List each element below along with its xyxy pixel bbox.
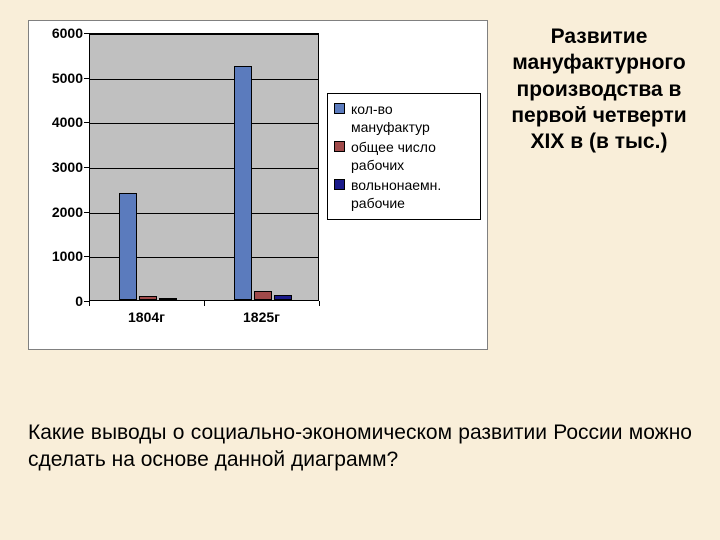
y-tick-label: 2000 <box>52 204 83 220</box>
y-axis: 0100020003000400050006000 <box>29 33 89 301</box>
y-tick-mark <box>84 122 89 123</box>
x-tick-label: 1804г <box>128 309 165 325</box>
bar <box>159 298 177 300</box>
y-tick-label: 0 <box>75 293 83 309</box>
x-tick-mark <box>319 301 320 306</box>
legend-label: кол-во мануфактур <box>351 101 474 136</box>
legend-label: вольнонаемн. рабочие <box>351 177 474 212</box>
bar <box>234 66 252 301</box>
top-row: 0 1000 2000 3000 4000 5000 6000 1804г 1825г кол… <box>28 20 692 350</box>
y-tick-label: 4000 <box>52 114 83 130</box>
bar <box>254 291 272 300</box>
question-text: Какие выводы о социально-экономическом р… <box>28 420 692 474</box>
gridline <box>90 34 318 35</box>
x-tick-label: 1825г <box>243 309 280 325</box>
legend-swatch <box>334 103 345 114</box>
x-tick-mark <box>204 301 205 306</box>
y-tick-mark <box>84 78 89 79</box>
legend-item: кол-во мануфактур <box>334 101 474 136</box>
bar <box>139 296 157 300</box>
y-tick-mark <box>84 33 89 34</box>
legend-swatch <box>334 141 345 152</box>
y-tick-label: 5000 <box>52 70 83 86</box>
y-tick-label: 1000 <box>52 248 83 264</box>
gridline <box>90 168 318 169</box>
gridline <box>90 79 318 80</box>
chart-title: Развитие мануфактурного производства в п… <box>506 20 692 155</box>
y-tick-label: 3000 <box>52 159 83 175</box>
bar <box>274 295 292 300</box>
slide: 0 1000 2000 3000 4000 5000 6000 1804г 1825г кол… <box>0 0 720 540</box>
y-tick-mark <box>84 212 89 213</box>
legend: кол-во мануфактуробщее число рабочихволь… <box>327 93 481 220</box>
legend-item: вольнонаемн. рабочие <box>334 177 474 212</box>
y-tick-label: 6000 <box>52 25 83 41</box>
legend-item: общее число рабочих <box>334 139 474 174</box>
y-tick-mark <box>84 256 89 257</box>
legend-label: общее число рабочих <box>351 139 474 174</box>
y-tick-mark <box>84 167 89 168</box>
x-axis: 1804г 1825г <box>89 307 319 331</box>
chart-area: 0 1000 2000 3000 4000 5000 6000 1804г 1825г кол… <box>28 20 488 350</box>
legend-swatch <box>334 179 345 190</box>
bar <box>119 193 137 300</box>
x-tick-mark <box>89 301 90 306</box>
plot-region <box>89 33 319 301</box>
gridline <box>90 123 318 124</box>
